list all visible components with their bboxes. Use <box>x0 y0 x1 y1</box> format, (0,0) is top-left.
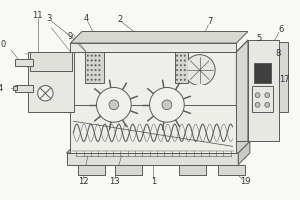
Circle shape <box>176 79 178 81</box>
Circle shape <box>184 69 185 71</box>
Bar <box>78 165 105 175</box>
Circle shape <box>91 74 92 76</box>
Circle shape <box>91 65 92 66</box>
Circle shape <box>95 74 96 76</box>
Circle shape <box>180 74 182 76</box>
Text: 5: 5 <box>257 34 262 43</box>
Bar <box>70 52 236 153</box>
Bar <box>28 52 74 112</box>
Bar <box>279 42 288 112</box>
Bar <box>252 86 273 112</box>
Bar <box>115 165 142 175</box>
Circle shape <box>99 79 100 81</box>
Circle shape <box>99 69 100 71</box>
Text: 9: 9 <box>68 32 73 41</box>
Circle shape <box>87 74 88 76</box>
Bar <box>70 105 236 153</box>
Polygon shape <box>70 32 248 43</box>
Text: 6: 6 <box>278 25 284 34</box>
Text: 7: 7 <box>208 17 213 26</box>
Circle shape <box>176 69 178 71</box>
Text: 11: 11 <box>32 11 43 20</box>
Bar <box>13 86 17 90</box>
Bar <box>175 52 188 83</box>
Text: 2: 2 <box>117 15 122 24</box>
Circle shape <box>184 79 185 81</box>
Bar <box>218 165 245 175</box>
Circle shape <box>87 55 88 56</box>
Circle shape <box>87 60 88 61</box>
Circle shape <box>184 60 185 61</box>
Polygon shape <box>238 141 250 165</box>
Text: 3: 3 <box>46 14 52 23</box>
Circle shape <box>180 60 182 61</box>
Circle shape <box>184 74 185 76</box>
Circle shape <box>99 74 100 76</box>
Circle shape <box>180 55 182 56</box>
Bar <box>30 52 72 71</box>
Bar <box>254 63 271 83</box>
Circle shape <box>184 65 185 66</box>
Text: 8: 8 <box>275 49 280 58</box>
Circle shape <box>176 74 178 76</box>
Circle shape <box>87 65 88 66</box>
Circle shape <box>95 65 96 66</box>
Circle shape <box>176 55 178 56</box>
Circle shape <box>255 93 260 98</box>
Text: 4: 4 <box>83 14 88 23</box>
Circle shape <box>95 60 96 61</box>
Circle shape <box>184 55 215 86</box>
Bar <box>248 40 279 141</box>
Circle shape <box>91 79 92 81</box>
Circle shape <box>95 55 96 56</box>
Circle shape <box>180 79 182 81</box>
Circle shape <box>265 102 270 107</box>
Bar <box>70 43 236 52</box>
Circle shape <box>184 55 185 56</box>
Circle shape <box>95 79 96 81</box>
Circle shape <box>265 93 270 98</box>
Circle shape <box>180 69 182 71</box>
Circle shape <box>99 65 100 66</box>
Circle shape <box>149 87 184 122</box>
Bar <box>179 165 206 175</box>
Circle shape <box>91 55 92 56</box>
Circle shape <box>176 65 178 66</box>
Circle shape <box>99 55 100 56</box>
Bar <box>16 59 33 66</box>
Circle shape <box>95 69 96 71</box>
Circle shape <box>255 102 260 107</box>
Circle shape <box>97 87 131 122</box>
Text: 12: 12 <box>78 177 88 186</box>
Circle shape <box>176 60 178 61</box>
Circle shape <box>162 100 172 110</box>
Text: 17: 17 <box>279 75 290 84</box>
Text: 1: 1 <box>151 177 156 186</box>
Bar <box>16 85 33 92</box>
Circle shape <box>91 60 92 61</box>
Text: 4: 4 <box>0 84 3 93</box>
Circle shape <box>91 69 92 71</box>
Bar <box>67 153 238 165</box>
Circle shape <box>87 79 88 81</box>
Circle shape <box>99 60 100 61</box>
Polygon shape <box>236 40 248 153</box>
Polygon shape <box>67 141 250 153</box>
Text: 13: 13 <box>110 177 120 186</box>
Bar <box>85 52 104 83</box>
Text: 0: 0 <box>1 40 6 49</box>
Circle shape <box>87 69 88 71</box>
Text: 19: 19 <box>240 177 250 186</box>
Circle shape <box>38 86 53 101</box>
Circle shape <box>180 65 182 66</box>
Circle shape <box>109 100 119 110</box>
